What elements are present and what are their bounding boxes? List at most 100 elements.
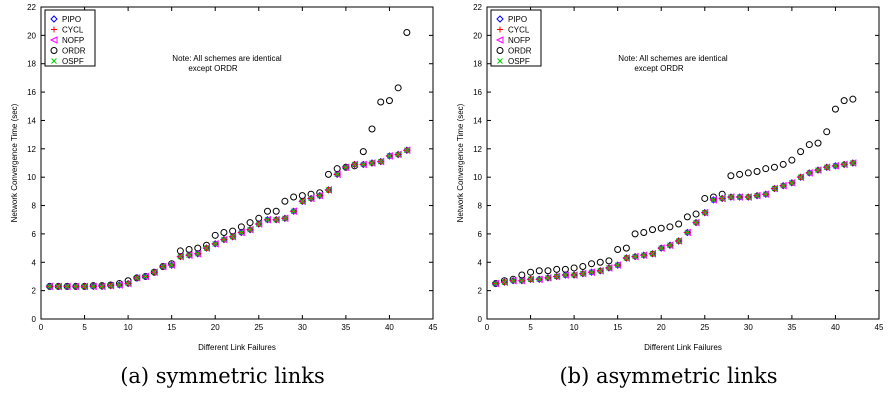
chart-asymmetric: 0 5 10 15 20 25 30 35 40 45 0 2 4 6 8 10 12 14 16 18 20 22 Dif… bbox=[456, 3, 884, 352]
data-point-ospf bbox=[221, 236, 227, 243]
legend-box bbox=[490, 9, 542, 67]
data-point-ordr bbox=[631, 230, 639, 238]
data-point-ordr bbox=[736, 170, 744, 178]
data-point-ospf bbox=[649, 250, 656, 257]
data-point-ospf bbox=[693, 219, 699, 226]
legend-label-pipo: PIPO bbox=[62, 15, 81, 24]
data-point-ordr bbox=[753, 168, 761, 176]
data-point-ordr bbox=[553, 265, 561, 273]
data-point-ordr bbox=[324, 170, 332, 178]
data-point-ospf bbox=[623, 255, 630, 261]
y-tick-label: 6 bbox=[478, 230, 483, 239]
data-point-ospf bbox=[255, 221, 262, 227]
data-point-ospf bbox=[806, 170, 813, 176]
data-point-ordr bbox=[675, 220, 683, 228]
data-point-ospf bbox=[675, 238, 682, 244]
x-axis-label: Different Link Failures bbox=[644, 343, 722, 352]
x-tick-label: 45 bbox=[875, 323, 884, 332]
chart-symmetric: 0 5 10 15 20 25 30 35 40 45 0 2 4 6 8 10 12 14 16 18 20 22 Dif… bbox=[10, 3, 438, 352]
legend-label-pipo: PIPO bbox=[508, 15, 527, 24]
y-tick-label: 2 bbox=[478, 287, 483, 296]
data-point-ordr bbox=[779, 160, 787, 168]
plot-frame bbox=[486, 6, 880, 320]
y-tick-label: 18 bbox=[27, 60, 36, 69]
y-tick-label: 10 bbox=[27, 173, 36, 182]
data-point-ospf bbox=[334, 171, 341, 178]
y-tick-label: 4 bbox=[478, 258, 483, 267]
note-line-1: Note: All schemes are identical bbox=[618, 54, 728, 63]
data-point-ospf bbox=[308, 195, 314, 202]
legend-marker-pipo bbox=[50, 15, 58, 23]
y-tick-label: 8 bbox=[32, 202, 37, 211]
x-tick-label: 10 bbox=[570, 323, 579, 332]
data-point-ospf bbox=[177, 253, 184, 260]
caption-symmetric: (a) symmetric links bbox=[120, 364, 325, 388]
data-point-ordr bbox=[849, 95, 857, 103]
legend-label-ordr: ORDR bbox=[508, 47, 532, 56]
legend-label-cycl: CYCL bbox=[62, 26, 84, 35]
data-point-ordr bbox=[272, 207, 280, 215]
data-point-ospf bbox=[168, 262, 175, 268]
data-point-ordr bbox=[246, 219, 254, 227]
legend-marker-nofp bbox=[49, 36, 58, 44]
data-point-ospf bbox=[632, 253, 638, 260]
data-point-ospf bbox=[754, 192, 760, 199]
legend-marker-nofp bbox=[495, 36, 504, 44]
y-axis-label: Network Convergence Time (sec) bbox=[456, 103, 465, 222]
caption-asymmetric: (b) asymmetric links bbox=[559, 364, 778, 388]
data-point-ordr bbox=[692, 210, 700, 218]
data-point-ordr bbox=[788, 156, 796, 164]
data-point-ordr bbox=[535, 267, 543, 275]
x-tick-label: 35 bbox=[787, 323, 796, 332]
y-tick-label: 12 bbox=[27, 145, 36, 154]
data-point-ospf bbox=[710, 197, 717, 203]
x-tick-label: 0 bbox=[39, 323, 44, 332]
y-tick-label: 18 bbox=[473, 60, 482, 69]
data-point-ospf bbox=[536, 276, 543, 283]
data-point-ordr bbox=[527, 268, 535, 276]
x-tick-label: 25 bbox=[700, 323, 709, 332]
data-point-ospf bbox=[290, 208, 297, 215]
x-tick-label: 40 bbox=[385, 323, 394, 332]
x-tick-label: 30 bbox=[298, 323, 307, 332]
y-tick-label: 10 bbox=[473, 173, 482, 182]
data-point-ospf bbox=[107, 282, 114, 289]
x-tick-label: 0 bbox=[485, 323, 490, 332]
data-point-ospf bbox=[229, 233, 236, 240]
data-point-ospf bbox=[797, 174, 804, 181]
plot-frame bbox=[40, 6, 434, 320]
x-tick-label: 10 bbox=[124, 323, 133, 332]
data-point-ospf bbox=[316, 192, 323, 199]
data-point-ospf bbox=[667, 242, 673, 249]
data-point-ordr bbox=[570, 264, 578, 272]
data-point-ordr bbox=[744, 169, 752, 177]
data-point-ospf bbox=[72, 283, 79, 290]
y-tick-label: 14 bbox=[27, 116, 36, 125]
data-point-ospf bbox=[160, 263, 166, 270]
data-point-ordr bbox=[403, 29, 411, 37]
y-tick-label: 16 bbox=[27, 88, 36, 97]
data-point-ospf bbox=[299, 198, 306, 205]
data-point-ospf bbox=[527, 276, 534, 283]
data-point-ospf bbox=[762, 191, 769, 198]
data-point-ospf bbox=[238, 229, 245, 236]
data-point-ordr bbox=[762, 165, 770, 173]
data-point-ospf bbox=[588, 269, 595, 276]
y-tick-label: 16 bbox=[473, 88, 482, 97]
x-axis-label: Different Link Failures bbox=[198, 343, 276, 352]
data-point-ospf bbox=[832, 162, 839, 169]
y-tick-label: 8 bbox=[478, 202, 483, 211]
chart-panel-symmetric: 0 5 10 15 20 25 30 35 40 45 0 2 4 6 8 10 12 14 16 18 20 22 Dif… bbox=[0, 0, 445, 415]
data-point-ospf bbox=[142, 273, 149, 280]
note-line-2: except ORDR bbox=[634, 64, 684, 73]
data-point-ordr bbox=[666, 223, 674, 231]
data-point-ospf bbox=[771, 185, 778, 192]
data-point-ospf bbox=[789, 180, 795, 186]
data-point-ospf bbox=[571, 272, 577, 278]
data-point-ordr bbox=[394, 84, 402, 92]
series-ospf bbox=[46, 147, 410, 290]
data-point-ospf bbox=[404, 147, 410, 154]
data-point-ospf bbox=[203, 245, 210, 251]
